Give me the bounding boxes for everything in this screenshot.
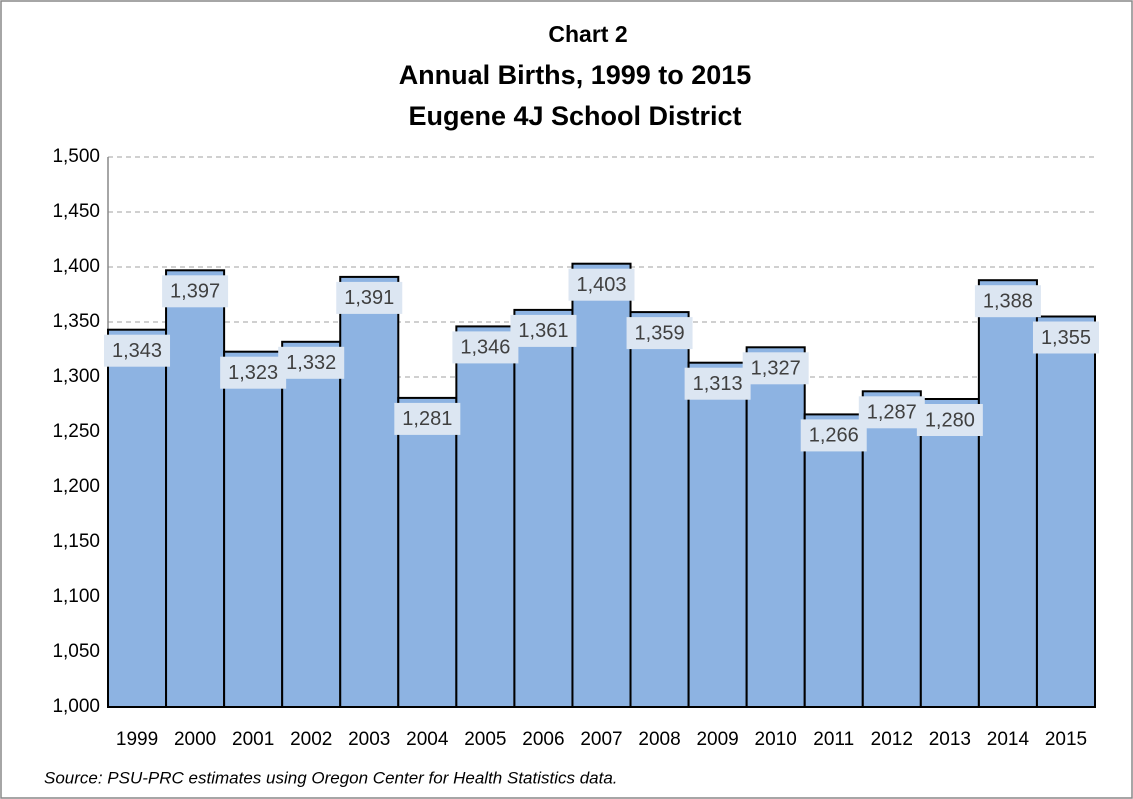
data-label-box bbox=[626, 317, 693, 350]
data-label-box bbox=[452, 331, 519, 364]
data-label-box bbox=[394, 402, 461, 435]
data-label-box bbox=[1032, 321, 1099, 354]
x-tick-label: 2008 bbox=[638, 729, 680, 750]
data-label-box bbox=[974, 285, 1041, 318]
data-label: 1,346 bbox=[460, 337, 510, 359]
y-tick-label: 1,250 bbox=[52, 421, 100, 442]
x-tick-label: 1999 bbox=[116, 729, 158, 750]
y-tick-label: 1,350 bbox=[52, 311, 100, 332]
bar bbox=[803, 413, 864, 708]
data-label-box bbox=[510, 314, 577, 347]
bar bbox=[745, 346, 806, 708]
data-label-box bbox=[684, 367, 751, 400]
x-tick-label: 2013 bbox=[929, 729, 971, 750]
chart-title: Eugene 4J School District bbox=[408, 101, 741, 131]
bar bbox=[107, 328, 168, 708]
data-label: 1,391 bbox=[344, 287, 394, 309]
x-tick-label: 2012 bbox=[871, 729, 913, 750]
bar bbox=[397, 396, 458, 708]
chart-title: Chart 2 bbox=[548, 21, 627, 47]
y-tick-label: 1,100 bbox=[52, 586, 100, 607]
data-label: 1,397 bbox=[170, 281, 220, 303]
x-tick-label: 2005 bbox=[464, 729, 506, 750]
data-label: 1,280 bbox=[925, 409, 975, 431]
bar bbox=[629, 311, 690, 708]
data-label: 1,287 bbox=[867, 402, 917, 424]
bar bbox=[1035, 315, 1096, 708]
data-label: 1,332 bbox=[286, 352, 336, 374]
y-tick-label: 1,200 bbox=[52, 476, 100, 497]
data-label-box bbox=[800, 419, 867, 452]
bar bbox=[513, 308, 574, 708]
data-label-box bbox=[278, 346, 345, 379]
x-tick-label: 2014 bbox=[987, 729, 1030, 750]
data-label-box bbox=[162, 275, 229, 308]
data-label-box bbox=[220, 356, 287, 389]
y-tick-label: 1,150 bbox=[52, 531, 100, 552]
x-tick-label: 2000 bbox=[174, 729, 216, 750]
x-tick-label: 2015 bbox=[1045, 729, 1087, 750]
data-label-box bbox=[858, 396, 925, 429]
data-label: 1,403 bbox=[576, 274, 626, 296]
bar bbox=[165, 269, 226, 708]
bar bbox=[571, 262, 632, 708]
x-tick-label: 2006 bbox=[522, 729, 564, 750]
bar bbox=[281, 340, 342, 708]
data-label: 1,281 bbox=[402, 408, 452, 430]
chart-title: Annual Births, 1999 to 2015 bbox=[399, 60, 752, 90]
bar bbox=[455, 325, 516, 708]
data-label-box bbox=[336, 281, 403, 314]
data-label: 1,361 bbox=[518, 320, 568, 342]
x-tick-label: 2002 bbox=[290, 729, 332, 750]
data-label: 1,359 bbox=[635, 322, 685, 344]
y-tick-label: 1,000 bbox=[52, 696, 100, 717]
data-label-box bbox=[568, 268, 635, 301]
source-note: Source: PSU-PRC estimates using Oregon C… bbox=[44, 768, 618, 787]
y-tick-label: 1,050 bbox=[52, 641, 100, 662]
x-tick-label: 2007 bbox=[580, 729, 622, 750]
data-label-box bbox=[104, 334, 171, 367]
x-tick-label: 2004 bbox=[406, 729, 449, 750]
data-label: 1,355 bbox=[1041, 327, 1091, 349]
bar bbox=[977, 279, 1038, 708]
y-tick-label: 1,400 bbox=[52, 256, 100, 277]
data-label: 1,266 bbox=[809, 425, 859, 447]
y-tick-label: 1,500 bbox=[52, 146, 100, 167]
x-tick-label: 2009 bbox=[696, 729, 738, 750]
data-label-box bbox=[742, 352, 809, 385]
bar bbox=[687, 361, 748, 708]
x-tick-label: 2001 bbox=[232, 729, 274, 750]
data-label: 1,313 bbox=[693, 373, 743, 395]
x-tick-label: 2011 bbox=[813, 729, 854, 750]
data-label-box bbox=[916, 404, 983, 436]
y-tick-label: 1,300 bbox=[52, 366, 100, 387]
y-tick-label: 1,450 bbox=[52, 201, 100, 222]
data-label: 1,388 bbox=[983, 290, 1033, 312]
x-tick-label: 2010 bbox=[755, 729, 797, 750]
x-tick-label: 2003 bbox=[348, 729, 390, 750]
bar bbox=[919, 398, 980, 708]
data-label: 1,323 bbox=[228, 362, 278, 384]
data-label: 1,343 bbox=[112, 340, 162, 362]
bar bbox=[861, 390, 922, 708]
bar bbox=[339, 275, 400, 708]
data-label: 1,327 bbox=[751, 358, 801, 380]
bar bbox=[223, 350, 284, 708]
